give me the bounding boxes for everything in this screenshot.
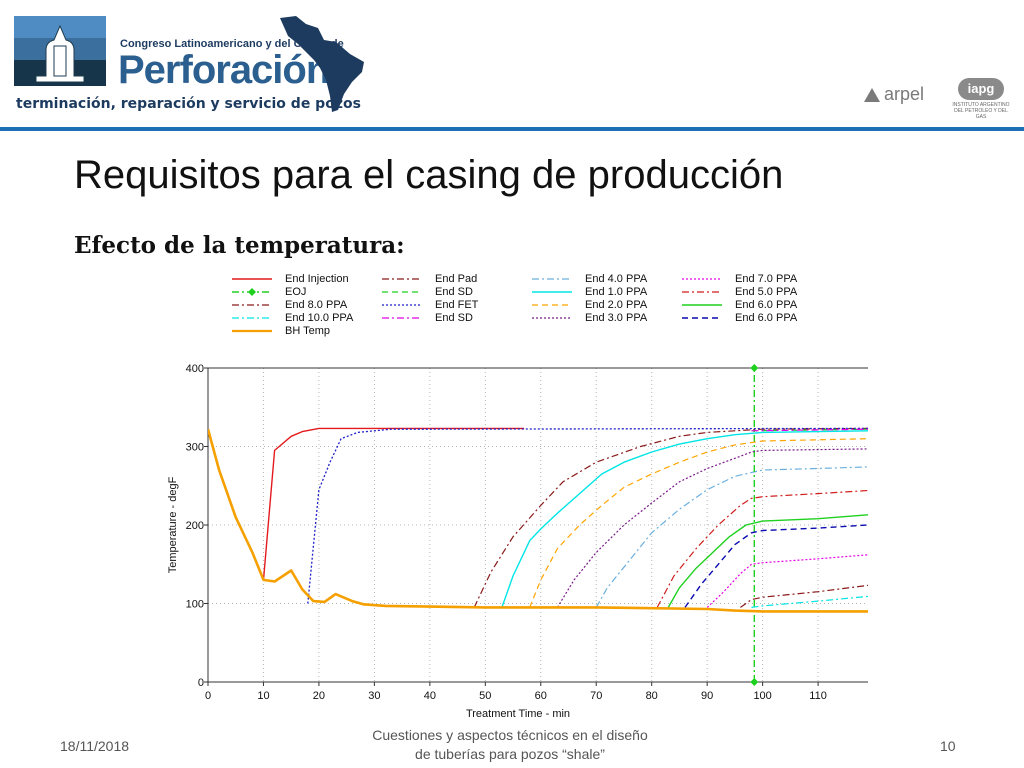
legend-label: End SD [435, 312, 473, 324]
legend-label: End 1.0 PPA [585, 286, 648, 298]
temperature-chart: 0 10 20 30 40 50 60 70 80 90 100 110 0 100 200 300 400 Tr… [160, 355, 880, 725]
legend-label: End 2.0 PPA [585, 299, 648, 311]
series-line [656, 489, 868, 608]
series-line [751, 428, 868, 432]
oil-derrick-icon [35, 24, 85, 83]
legend-label: End 4.0 PPA [585, 273, 648, 285]
legend-swatch [532, 291, 572, 293]
x-tick-label: 30 [368, 690, 380, 702]
series-marker [750, 364, 759, 372]
iapg-subtitle-line1: INSTITUTO ARGENTINO [952, 102, 1010, 108]
legend-label: EOJ [285, 286, 307, 298]
footer-date: 18/11/2018 [60, 738, 130, 754]
series-line [595, 466, 868, 608]
congress-title: Perforación [118, 48, 330, 92]
slide-header: Congreso Latinoamericano y del Caribe de… [0, 0, 1024, 131]
arpel-house-icon [864, 88, 880, 102]
legend-swatch [232, 317, 272, 319]
legend-swatch [532, 278, 572, 280]
x-tick-label: 100 [753, 690, 771, 702]
legend-label: End 3.0 PPA [585, 312, 648, 324]
x-tick-label: 10 [257, 690, 269, 702]
legend-swatch [382, 317, 422, 319]
footer-caption-line2: de tuberías para pozos “shale” [415, 746, 605, 762]
y-tick-label: 0 [198, 677, 204, 689]
legend-swatch [682, 278, 722, 280]
x-tick-label: 70 [590, 690, 602, 702]
legend-label: End 6.0 PPA [735, 299, 798, 311]
y-axis-label: Temperature - degF [167, 476, 179, 573]
legend-swatch [232, 329, 272, 333]
series-line [473, 427, 868, 608]
x-tick-label: 110 [809, 690, 827, 702]
series-marker [750, 678, 759, 686]
slide-title: Requisitos para el casing de producción [74, 153, 784, 197]
series-line [684, 524, 868, 608]
iapg-logo: iapg INSTITUTO ARGENTINO DEL PETROLEO Y … [952, 78, 1010, 120]
legend-swatch [232, 288, 272, 296]
x-tick-label: 40 [424, 690, 436, 702]
legend-label: BH Temp [285, 325, 331, 337]
footer-caption: Cuestiones y aspectos técnicos en el dis… [340, 726, 680, 764]
footer-caption-line1: Cuestiones y aspectos técnicos en el dis… [372, 727, 648, 743]
y-tick-label: 200 [186, 520, 204, 532]
iapg-subtitle-line2: DEL PETROLEO Y DEL GAS [954, 108, 1008, 120]
series-line [208, 428, 868, 613]
series-line [706, 554, 868, 608]
legend-label: End 7.0 PPA [735, 273, 798, 285]
legend-swatch [682, 317, 722, 319]
header-rule [0, 127, 1024, 131]
x-tick-label: 20 [313, 690, 325, 702]
legend-label: End Injection [285, 273, 349, 285]
series-line [529, 438, 868, 608]
x-tick-label: 60 [535, 690, 547, 702]
legend-swatch [682, 291, 722, 293]
y-tick-label: 100 [186, 599, 204, 611]
series-line [556, 448, 868, 608]
x-tick-label: 80 [646, 690, 658, 702]
x-axis-label: Treatment Time - min [466, 708, 570, 720]
y-tick-label: 400 [186, 363, 204, 375]
iapg-subtitle: INSTITUTO ARGENTINO DEL PETROLEO Y DEL G… [952, 102, 1010, 120]
temperature-chart-svg: 0 10 20 30 40 50 60 70 80 90 100 110 0 100 200 300 400 Tr… [167, 363, 868, 720]
legend-label: End FET [435, 299, 479, 311]
legend-swatch [232, 278, 272, 280]
series-group [208, 364, 868, 686]
x-tick-label: 0 [205, 690, 211, 702]
plot-area [208, 368, 868, 682]
chart-legend: End Injection End Pad End 4.0 PPA End 7.0 P… [230, 273, 830, 339]
x-tick-label: 90 [701, 690, 713, 702]
series-line [751, 595, 868, 608]
legend-swatch [682, 304, 722, 306]
series-line [262, 427, 525, 580]
congress-name: Congreso Latinoamericano y del Caribe de [120, 38, 344, 50]
legend-label: End 6.0 PPA [735, 312, 798, 324]
legend-label: End SD [435, 286, 473, 298]
series-line [307, 427, 868, 604]
legend-label: End 5.0 PPA [735, 286, 798, 298]
x-tick-label: 50 [479, 690, 491, 702]
series-line [501, 430, 868, 608]
latin-america-map-icon [280, 16, 364, 112]
congress-logo-block [14, 16, 106, 86]
legend-label: End Pad [435, 273, 478, 285]
iapg-wordmark: iapg [958, 78, 1004, 100]
arpel-wordmark: arpel [884, 84, 925, 104]
series-line [667, 514, 868, 608]
legend-label: End 8.0 PPA [285, 299, 348, 311]
legend-swatch [382, 278, 422, 280]
legend-swatch [532, 304, 572, 306]
slide-subtitle: Efecto de la temperatura: [74, 232, 405, 259]
congress-tagline: terminación, reparación y servicio de po… [16, 96, 361, 112]
page-number: 10 [940, 738, 956, 754]
legend-swatch [382, 304, 422, 306]
y-tick-label: 300 [186, 442, 204, 454]
legend-swatch [382, 291, 422, 293]
legend-swatch [232, 304, 272, 306]
legend-swatch [532, 317, 572, 319]
legend-label: End 10.0 PPA [285, 312, 354, 324]
